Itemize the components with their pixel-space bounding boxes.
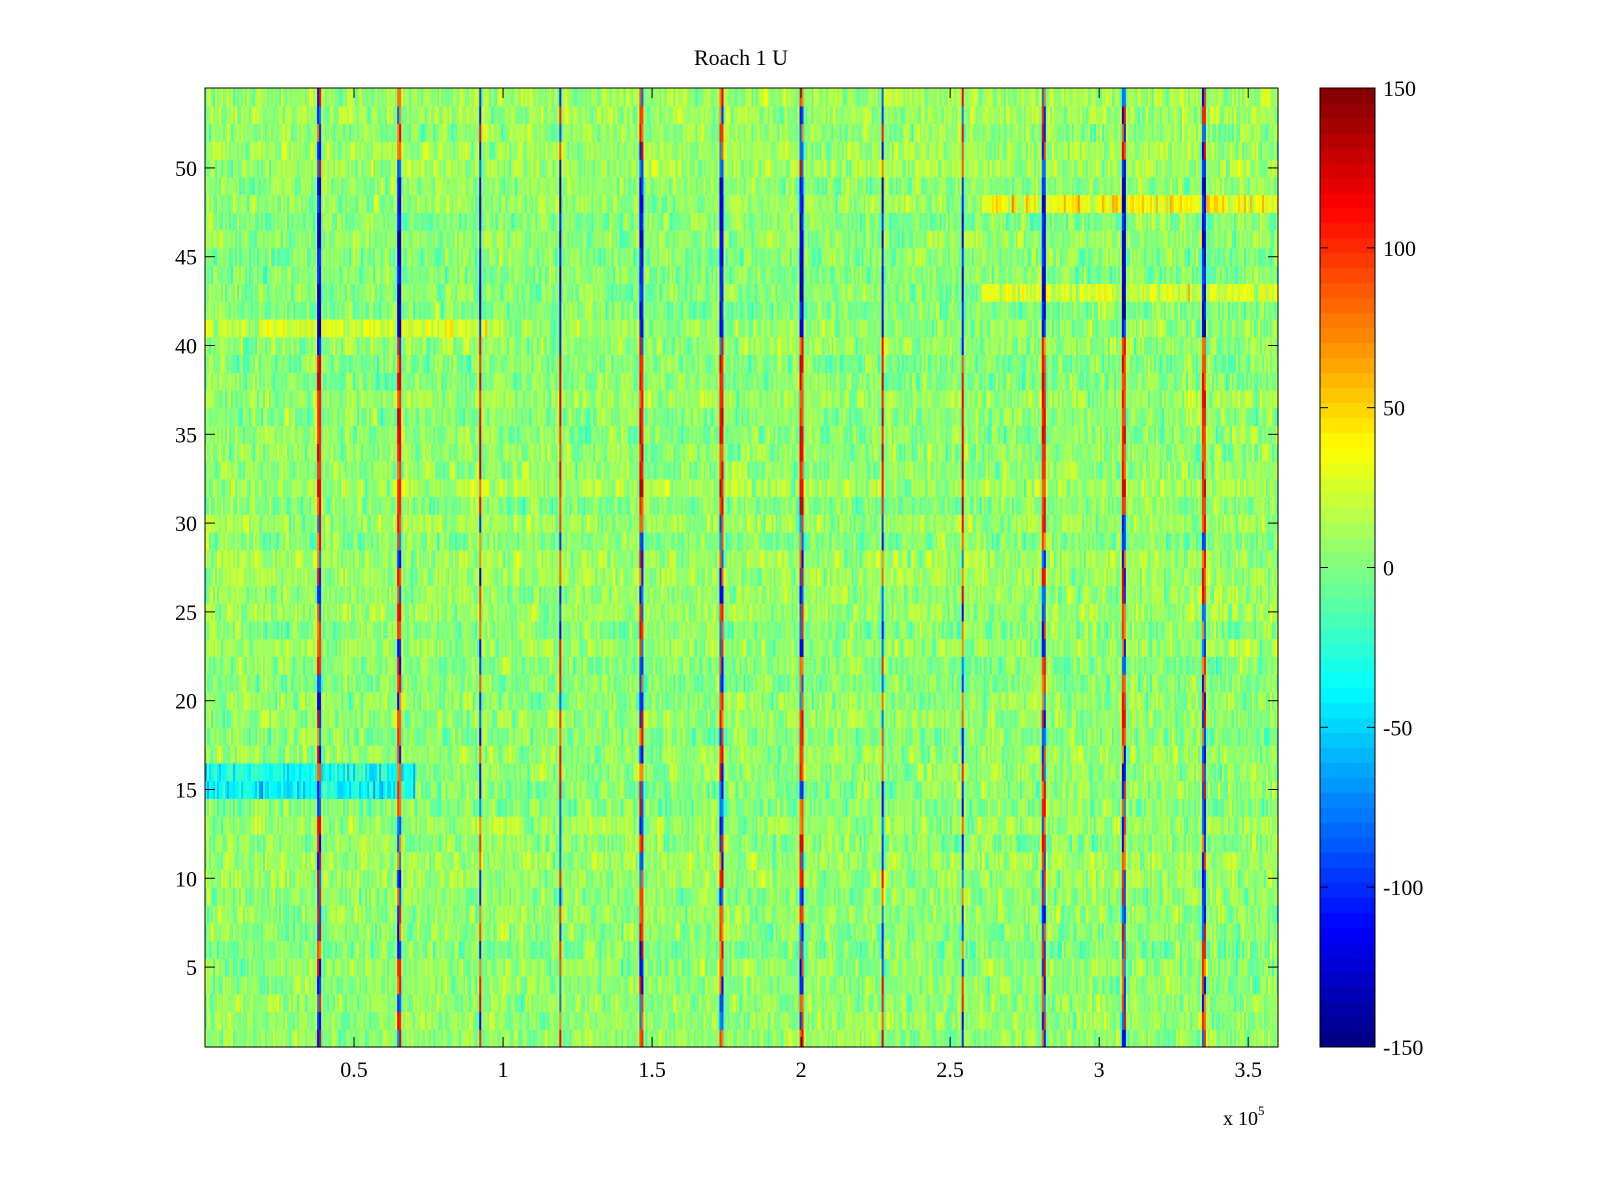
heatmap-figure: Roach 1 U 0.5 1 1.5 2 2.5 3 3.5 51015202530354… <box>0 0 1600 1200</box>
chart-title: Roach 1 U <box>694 45 788 70</box>
heatmap-cells <box>205 88 1279 1048</box>
